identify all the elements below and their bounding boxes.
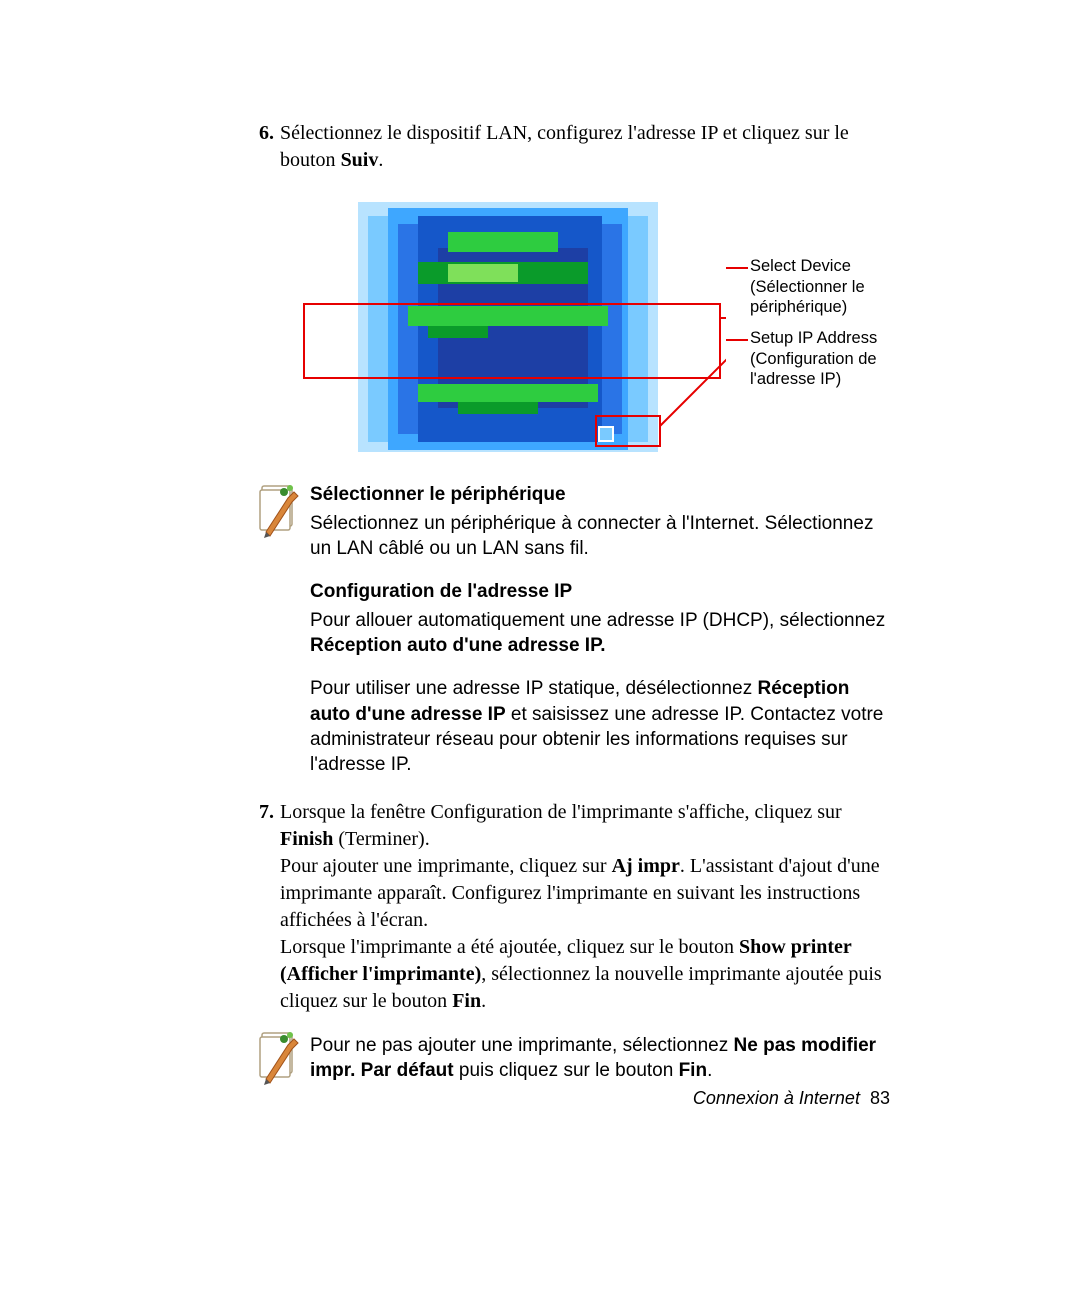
step-7-p1c: (Terminer).	[333, 828, 429, 850]
note-1-p2b: Réception auto d'une adresse IP.	[310, 635, 606, 656]
step-7-number: 7.	[240, 799, 280, 1015]
callout-pointer-icon	[726, 332, 750, 348]
note-1-para-1: Sélectionnez un périphérique à connecter…	[310, 511, 890, 561]
note-1-para-2: Pour allouer automatiquement une adresse…	[310, 608, 890, 658]
callout-select-device: Select Device (Sélectionner le périphéri…	[750, 256, 910, 318]
note-2-body: Pour ne pas ajouter une imprimante, séle…	[310, 1029, 890, 1090]
step-6: 6. Sélectionnez le dispositif LAN, confi…	[240, 120, 890, 174]
step-7-para-1: Lorsque la fenêtre Configuration de l'im…	[280, 799, 890, 853]
callout-1-line-1: Select Device	[750, 256, 910, 277]
step-6-body: Sélectionnez le dispositif LAN, configur…	[280, 120, 890, 174]
note-1-heading-2: Configuration de l'adresse IP	[310, 579, 890, 604]
note-1-body: Sélectionner le périphérique Sélectionne…	[310, 482, 890, 777]
step-7-p2b: Aj impr	[612, 855, 680, 877]
footer-page-number: 83	[870, 1088, 890, 1108]
step-7: 7. Lorsque la fenêtre Configuration de l…	[240, 799, 890, 1015]
figure-row: Select Device (Sélectionner le périphéri…	[298, 188, 890, 458]
note-1-para-3: Pour utiliser une adresse IP statique, d…	[310, 676, 890, 776]
note-block-1: Sélectionner le périphérique Sélectionne…	[254, 482, 890, 777]
callout-pointer-icon	[726, 260, 750, 276]
note-1-p3a: Pour utiliser une adresse IP statique, d…	[310, 678, 757, 699]
step-7-p1a: Lorsque la fenêtre Configuration de l'im…	[280, 801, 842, 823]
step-7-para-2: Pour ajouter une imprimante, cliquez sur…	[280, 853, 890, 934]
step-7-p1b: Finish	[280, 828, 333, 850]
step-7-p3e: .	[481, 990, 486, 1012]
step-7-para-3: Lorsque l'imprimante a été ajoutée, cliq…	[280, 934, 890, 1015]
callout-1-line-2: (Sélectionner le	[750, 277, 910, 298]
note-icon	[254, 1029, 310, 1090]
callout-setup-ip: Setup IP Address (Configuration de l'adr…	[750, 328, 910, 390]
step-7-p2a: Pour ajouter une imprimante, cliquez sur	[280, 855, 612, 877]
step-7-body: Lorsque la fenêtre Configuration de l'im…	[280, 799, 890, 1015]
callout-2-line-2: (Configuration de	[750, 349, 910, 370]
step-7-p3a: Lorsque l'imprimante a été ajoutée, cliq…	[280, 936, 739, 958]
step-6-number: 6.	[240, 120, 280, 174]
note-2-p1c: puis cliquez sur le bouton	[454, 1060, 679, 1081]
note-2-p1a: Pour ne pas ajouter une imprimante, séle…	[310, 1035, 734, 1056]
callout-2-line-1: Setup IP Address	[750, 328, 910, 349]
note-2-para-1: Pour ne pas ajouter une imprimante, séle…	[310, 1033, 890, 1083]
footer-text: Connexion à Internet	[693, 1088, 860, 1108]
step-7-p3d: Fin	[452, 990, 481, 1012]
globe-figure	[298, 188, 726, 458]
step-6-text-b: .	[378, 149, 383, 171]
note-1-p2a: Pour allouer automatiquement une adresse…	[310, 610, 885, 631]
note-2-p1e: .	[707, 1060, 712, 1081]
callout-1-line-3: périphérique)	[750, 297, 910, 318]
note-1-heading-1: Sélectionner le périphérique	[310, 482, 890, 507]
step-6-text-bold: Suiv	[341, 149, 379, 171]
note-2-p1d: Fin	[679, 1060, 708, 1081]
callout-2-line-3: l'adresse IP)	[750, 369, 910, 390]
note-icon	[254, 482, 310, 777]
figure-callouts: Select Device (Sélectionner le périphéri…	[726, 188, 750, 458]
page-footer: Connexion à Internet 83	[693, 1088, 890, 1109]
note-block-2: Pour ne pas ajouter une imprimante, séle…	[254, 1029, 890, 1090]
document-page: 6. Sélectionnez le dispositif LAN, confi…	[0, 0, 1080, 1309]
